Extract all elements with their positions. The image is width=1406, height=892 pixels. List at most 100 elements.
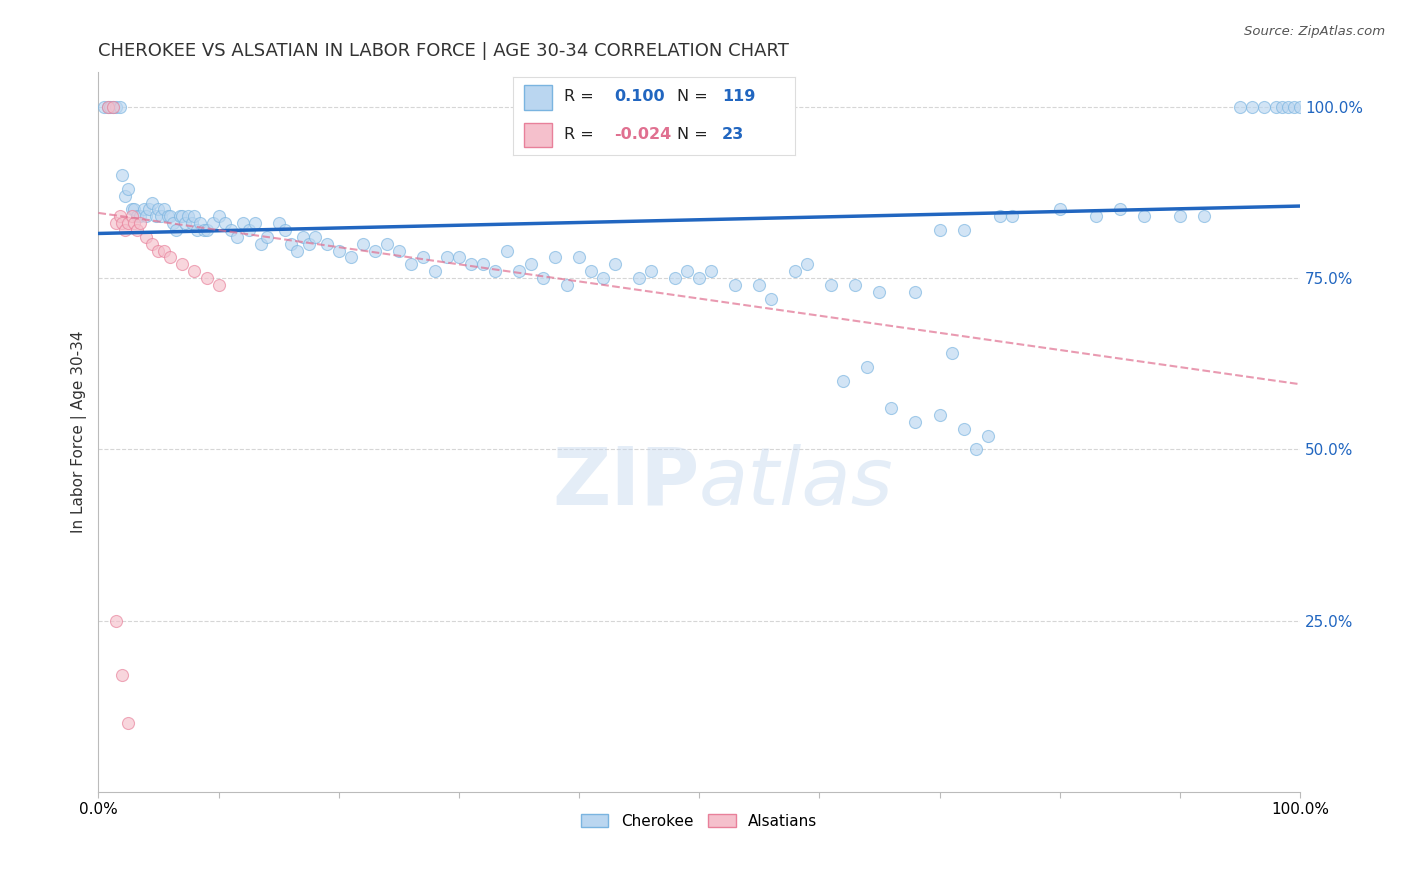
Point <box>761 292 783 306</box>
Point <box>108 100 131 114</box>
Point <box>105 614 128 628</box>
Point <box>1282 100 1305 114</box>
Point <box>592 271 614 285</box>
Point <box>1277 100 1299 114</box>
Point <box>207 277 229 292</box>
Point <box>141 236 163 251</box>
Point <box>796 257 818 271</box>
Point <box>1289 100 1312 114</box>
Point <box>471 257 494 271</box>
Point <box>1133 210 1156 224</box>
Point <box>193 223 215 237</box>
Point <box>186 223 208 237</box>
Point <box>965 442 987 457</box>
Point <box>315 236 337 251</box>
Legend: Cherokee, Alsatians: Cherokee, Alsatians <box>575 807 824 835</box>
Point <box>388 244 411 258</box>
Point <box>700 264 723 278</box>
Point <box>132 202 155 217</box>
Point <box>688 271 710 285</box>
Point <box>148 244 170 258</box>
Point <box>568 251 591 265</box>
Y-axis label: In Labor Force | Age 30-34: In Labor Force | Age 30-34 <box>72 331 87 533</box>
Point <box>183 264 205 278</box>
Point <box>460 257 482 271</box>
Point <box>138 202 160 217</box>
Point <box>508 264 530 278</box>
Point <box>880 401 903 416</box>
Point <box>101 100 124 114</box>
Point <box>1229 100 1251 114</box>
Point <box>628 271 651 285</box>
Point <box>172 210 194 224</box>
Point <box>159 251 181 265</box>
Point <box>169 210 191 224</box>
Point <box>166 223 188 237</box>
Text: atlas: atlas <box>699 443 894 522</box>
Point <box>121 202 143 217</box>
Point <box>93 100 115 114</box>
Point <box>201 216 224 230</box>
Point <box>952 422 974 436</box>
Point <box>676 264 699 278</box>
Point <box>285 244 308 258</box>
Text: CHEROKEE VS ALSATIAN IN LABOR FORCE | AGE 30-34 CORRELATION CHART: CHEROKEE VS ALSATIAN IN LABOR FORCE | AG… <box>98 42 789 60</box>
Point <box>1240 100 1263 114</box>
Point <box>447 251 470 265</box>
Point <box>267 216 290 230</box>
Point <box>129 216 152 230</box>
Point <box>328 244 350 258</box>
Point <box>149 210 172 224</box>
Point <box>339 251 361 265</box>
Point <box>111 216 134 230</box>
Point <box>105 100 128 114</box>
Point <box>1192 210 1215 224</box>
Point <box>904 415 927 429</box>
Point <box>153 202 176 217</box>
Point <box>111 668 134 682</box>
Point <box>952 223 974 237</box>
Point <box>352 236 374 251</box>
Point <box>436 251 458 265</box>
Point <box>141 195 163 210</box>
Point <box>97 100 120 114</box>
Point <box>117 716 139 731</box>
Point <box>148 202 170 217</box>
Point <box>157 210 180 224</box>
Point <box>832 374 855 388</box>
Point <box>108 210 131 224</box>
Point <box>928 223 950 237</box>
Point <box>181 216 204 230</box>
Point <box>124 202 146 217</box>
Point <box>124 216 146 230</box>
Point <box>1084 210 1107 224</box>
Point <box>640 264 662 278</box>
Point <box>121 210 143 224</box>
Point <box>125 223 148 237</box>
Point <box>249 236 271 251</box>
Point <box>273 223 295 237</box>
Point <box>135 230 157 244</box>
Point <box>298 236 321 251</box>
Point <box>105 216 128 230</box>
Point <box>820 277 842 292</box>
Point <box>1108 202 1130 217</box>
Point <box>1001 210 1024 224</box>
Point <box>868 285 890 299</box>
Point <box>304 230 326 244</box>
Point <box>1265 100 1288 114</box>
Point <box>129 210 152 224</box>
Point <box>544 251 567 265</box>
Point <box>135 210 157 224</box>
Point <box>664 271 686 285</box>
Point <box>280 236 302 251</box>
Point <box>412 251 434 265</box>
Point <box>125 210 148 224</box>
Text: ZIP: ZIP <box>553 443 699 522</box>
Point <box>243 216 266 230</box>
Point <box>98 100 121 114</box>
Point <box>173 216 195 230</box>
Point <box>399 257 422 271</box>
Point <box>183 210 205 224</box>
Point <box>195 271 218 285</box>
